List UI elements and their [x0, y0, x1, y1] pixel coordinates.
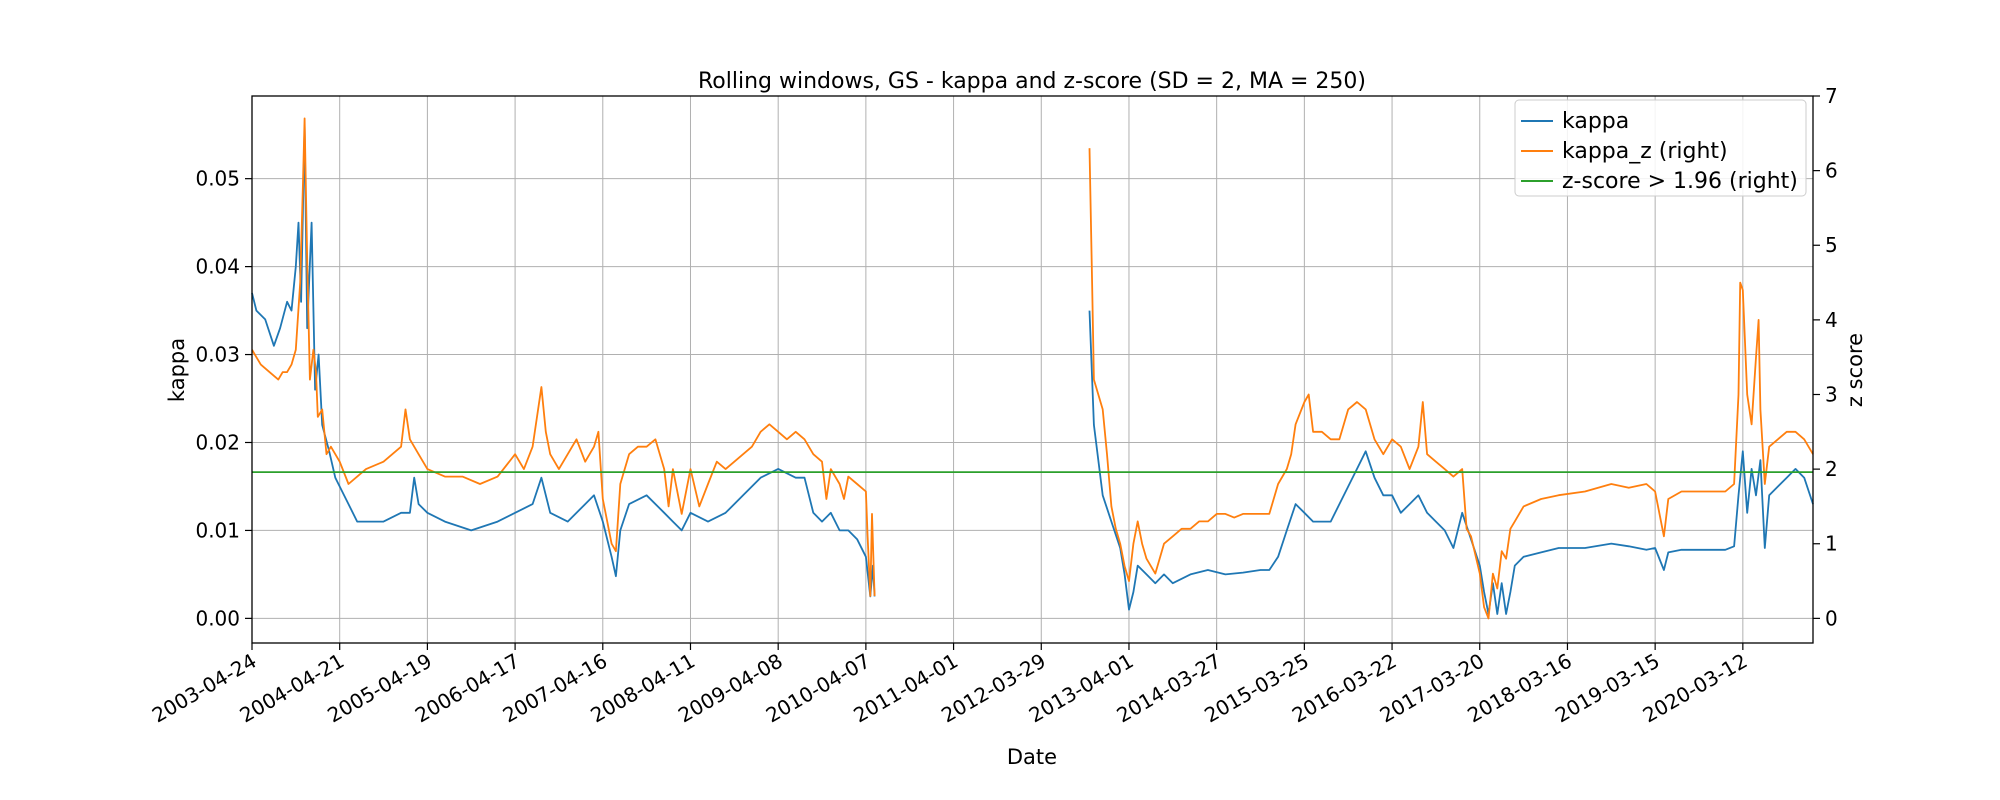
y-right-tick-label: 3	[1825, 382, 1838, 406]
y-right-tick-label: 2	[1825, 457, 1838, 481]
y-right-tick-label: 6	[1825, 159, 1838, 183]
y-left-tick-label: 0.01	[195, 518, 240, 542]
y-left-tick-label: 0.05	[195, 167, 240, 191]
y-right-tick-label: 0	[1825, 606, 1838, 630]
y-left-tick-label: 0.04	[195, 255, 240, 279]
legend-box	[1514, 99, 1807, 197]
series-kappa-z-line	[251, 117, 876, 597]
y-left-tick-label: 0.00	[195, 606, 240, 630]
legend-label-kappa-z: kappa_z (right)	[1562, 139, 1728, 164]
series-kappa-z-line	[1088, 148, 1814, 620]
chart-title: Rolling windows, GS - kappa and z-score …	[698, 69, 1366, 94]
y-right-tick-label: 7	[1825, 84, 1838, 108]
y-left-tick-label: 0.02	[195, 430, 240, 454]
y-right-tick-label: 4	[1825, 308, 1838, 332]
y-right-tick-label: 1	[1825, 532, 1838, 556]
y-axis-left-title: kappa	[165, 338, 189, 402]
legend-label-threshold: z-score > 1.96 (right)	[1562, 169, 1798, 194]
legend: kappa kappa_z (right) z-score > 1.96 (ri…	[1514, 99, 1807, 197]
y-axis-right: 0 1 2 3 4 5 6 7	[1813, 84, 1838, 630]
plot-frame	[251, 95, 1814, 644]
y-axis-left: 0.00 0.01 0.02 0.03 0.04 0.05	[195, 167, 252, 630]
plot-lines	[251, 117, 1814, 620]
grid	[251, 96, 1813, 643]
y-left-tick-label: 0.03	[195, 343, 240, 367]
x-axis-title: Date	[1007, 745, 1057, 769]
series-kappa-line	[1088, 310, 1814, 615]
y-right-tick-label: 5	[1825, 233, 1838, 257]
legend-label-kappa: kappa	[1562, 109, 1629, 134]
y-axis-right-title: z score	[1843, 333, 1867, 407]
